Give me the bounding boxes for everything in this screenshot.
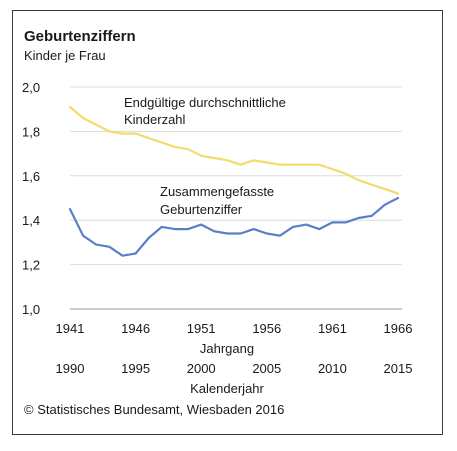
- x-tick-labels-jahrgang: 1941 1946 1951 1956 1961 1966: [56, 321, 413, 336]
- x-tick-labels-kalenderjahr: 1990 1995 2000 2005 2010 2015: [56, 361, 413, 376]
- series-lines: [68, 105, 400, 257]
- chart-frame: [12, 10, 443, 435]
- x-tick-label-alt: 2000: [187, 361, 216, 376]
- y-tick-label: 1,0: [22, 302, 40, 317]
- x-tick-label-alt: 2010: [318, 361, 347, 376]
- y-tick-label: 2,0: [22, 80, 40, 95]
- grid-lines: [70, 86, 402, 310]
- x-tick-label: 1941: [56, 321, 85, 336]
- x-tick-label-alt: 1995: [121, 361, 150, 376]
- chart-title: Geburtenziffern: [24, 28, 136, 45]
- annotation-zusammengefasste: Zusammengefasste Geburtenziffer: [160, 184, 274, 217]
- y-tick-label: 1,4: [22, 213, 40, 228]
- y-tick-label: 1,8: [22, 124, 40, 139]
- x-tick-label: 1966: [384, 321, 413, 336]
- x-tick-label-alt: 2005: [252, 361, 281, 376]
- annotation-zusammengefasste-line1: Zusammengefasste: [160, 184, 274, 199]
- y-tick-label: 1,2: [22, 258, 40, 273]
- x-tick-label: 1961: [318, 321, 347, 336]
- source-note: © Statistisches Bundesamt, Wiesbaden 201…: [24, 402, 285, 417]
- x-tick-label: 1956: [252, 321, 281, 336]
- annotation-endgueltige-line1: Endgültige durchschnittliche: [124, 95, 286, 110]
- annotation-endgueltige-line2: Kinderzahl: [124, 112, 186, 127]
- x-tick-label-alt: 2015: [384, 361, 413, 376]
- y-tick-label: 1,6: [22, 169, 40, 184]
- annotation-zusammengefasste-line2: Geburtenziffer: [160, 202, 243, 217]
- x-tick-label: 1946: [121, 321, 150, 336]
- x-tick-label-alt: 1990: [56, 361, 85, 376]
- annotation-endgueltige: Endgültige durchschnittliche Kinderzahl: [124, 95, 286, 127]
- series-line-endgueltige-kinderzahl: [68, 105, 400, 195]
- x-axis-title-kalenderjahr: Kalenderjahr: [190, 381, 264, 396]
- series-line-geburtenziffer: [68, 196, 400, 257]
- y-tick-labels: 1,0 1,2 1,4 1,6 1,8 2,0: [22, 80, 40, 317]
- chart-subtitle: Kinder je Frau: [24, 48, 106, 63]
- x-axis-title-jahrgang: Jahrgang: [200, 341, 254, 356]
- x-tick-label: 1951: [187, 321, 216, 336]
